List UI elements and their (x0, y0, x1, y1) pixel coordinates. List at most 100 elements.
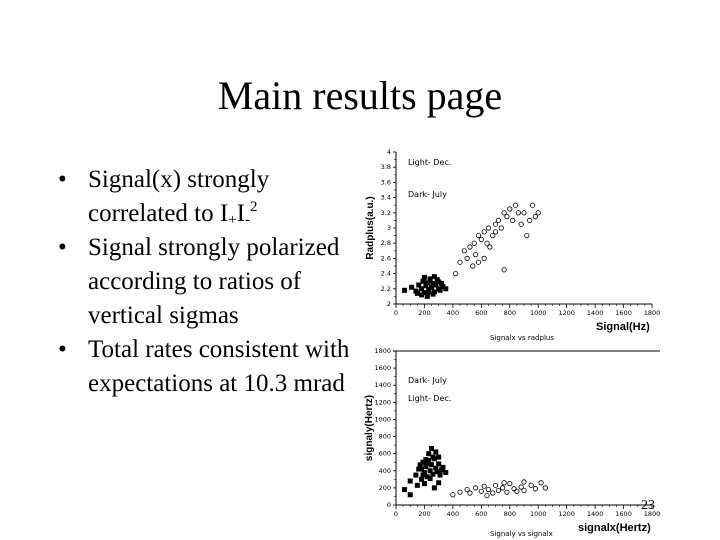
x-tick-label: 200 (418, 309, 430, 317)
data-point-square (436, 461, 442, 467)
bullet-text-mid: I (236, 200, 245, 227)
data-point-square (433, 449, 439, 455)
bullet-text: Signal strongly polarized according to r… (88, 234, 340, 329)
chart-radplus-vs-signal: 2 2.2 2.4 2.6 2.8 3 3.2 3.4 3.6 3.8 4 0 200 400 600 800… (365, 148, 660, 342)
y-tick-label: 1200 (374, 398, 391, 406)
data-point-circle (492, 482, 499, 488)
bullet-subscript: + (228, 212, 237, 228)
data-point-square (436, 480, 442, 486)
data-point-square (443, 286, 449, 292)
data-point-square (414, 290, 420, 296)
data-point-square (413, 472, 419, 478)
y-tick-label: 2.2 (381, 285, 391, 293)
data-point-circle (481, 483, 487, 489)
data-point-circle (510, 217, 516, 223)
data-point-square (434, 469, 440, 475)
x-tick-label: 1200 (558, 309, 575, 317)
data-point-circle (498, 225, 504, 231)
data-point-circle (528, 482, 534, 488)
x-tick-label: 0 (394, 309, 398, 317)
y-tick-label: 1400 (374, 381, 391, 389)
y-tick-label: 3.2 (381, 209, 391, 217)
data-point-square (414, 482, 420, 488)
x-tick-label: 800 (504, 510, 516, 518)
x-tick-label: 200 (418, 510, 430, 518)
data-point-circle (507, 481, 513, 487)
chart-signaly-vs-signalx: 0 200 400 600 800 1000 1200 1400 1600 1800 0 200 400… (364, 347, 660, 538)
data-point-circle (532, 486, 538, 492)
data-point-square (426, 451, 432, 457)
data-point-circle (485, 486, 492, 493)
data-point-circle (473, 252, 479, 258)
data-point-circle (471, 240, 477, 246)
data-point-circle (542, 485, 548, 491)
data-point-square (439, 280, 445, 286)
data-point-square (440, 284, 446, 290)
data-point-square (430, 280, 436, 286)
data-point-circle (518, 221, 524, 227)
y-tick-label: 400 (379, 467, 391, 475)
y-tick-label: 800 (379, 433, 391, 441)
y-axis-title: Radplus(a.u.) (365, 196, 376, 259)
data-point-circle (450, 492, 456, 498)
data-point-circle (524, 233, 530, 239)
x-tick-label: 800 (504, 309, 516, 317)
data-point-circle (507, 206, 513, 212)
data-point-square (433, 465, 439, 471)
data-point-circle (461, 248, 467, 254)
data-point-circle (457, 259, 463, 265)
data-point-circle (485, 225, 492, 231)
y-tick-label: 1800 (374, 347, 391, 355)
data-point-circle (484, 240, 490, 246)
y-tick-label: 2.8 (381, 239, 391, 247)
y-tick-label: 4 (387, 148, 391, 156)
data-point-circle (481, 255, 487, 261)
data-point-square (426, 289, 432, 295)
data-point-circle (521, 479, 527, 485)
x-tick-label: 1800 (644, 309, 661, 317)
x-tick-label: 1000 (530, 309, 547, 317)
data-point-circle (492, 229, 499, 235)
data-point-circle (475, 259, 482, 265)
bullet-text: Signal(x) strongly correlated to I (88, 166, 270, 227)
y-tick-label: 3 (387, 224, 391, 232)
data-point-circle (504, 489, 510, 495)
data-point-square (429, 446, 435, 452)
data-point-square (427, 276, 433, 282)
data-point-square (430, 291, 436, 297)
data-point-square (424, 460, 430, 466)
data-point-square (409, 284, 415, 290)
data-point-square (427, 468, 433, 474)
data-point-square (423, 457, 429, 463)
data-point-square (420, 459, 426, 465)
data-point-square (437, 287, 443, 293)
data-point-circle (527, 217, 533, 223)
x-tick-label: 400 (447, 309, 459, 317)
x-tick-label: 0 (394, 510, 398, 518)
data-point-circle (521, 210, 527, 216)
data-point-circle (467, 244, 473, 250)
data-point-circle (453, 270, 459, 277)
data-point-square (421, 481, 427, 487)
data-point-square (407, 478, 413, 484)
data-point-square (417, 462, 423, 468)
legend-entry: Dark- July (408, 376, 447, 385)
data-point-circle (518, 484, 524, 490)
chart-title: Signalx vs radplus (490, 334, 554, 342)
y-tick-label: 2.4 (381, 270, 391, 278)
bullet-item-polarization: • Signal strongly polarized according to… (58, 231, 358, 333)
data-point-circle (464, 255, 470, 261)
y-tick-label: 2 (387, 300, 391, 308)
bullet-icon: • (58, 234, 67, 261)
x-tick-label: 1800 (644, 510, 661, 518)
data-point-square (419, 466, 425, 472)
data-point-square (424, 474, 430, 480)
x-tick-label: 400 (447, 510, 459, 518)
data-point-square (436, 279, 442, 285)
data-point-square (424, 280, 430, 286)
data-point-square (436, 454, 442, 460)
bullet-icon: • (58, 166, 67, 193)
y-tick-label: 600 (379, 450, 391, 458)
bullet-item-rates: • Total rates consistent with expectatio… (58, 333, 358, 401)
